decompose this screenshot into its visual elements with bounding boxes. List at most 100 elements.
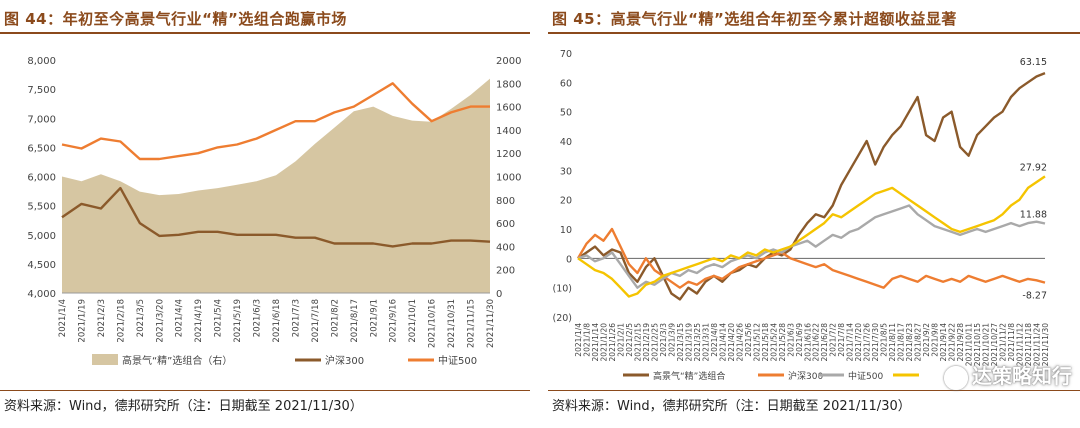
- x-tick-label: 2021/5/28: [778, 323, 787, 362]
- x-tick-label: 2021/11/15: [467, 299, 477, 348]
- legend-label: 中证500: [438, 354, 477, 367]
- x-tick-label: 2021/4/8: [710, 323, 719, 357]
- x-tick-label: 2021/11/12: [1016, 323, 1025, 366]
- x-tick-label: 2021/2/5: [625, 323, 634, 357]
- source-rule: [548, 390, 1080, 391]
- x-tick-label: 2021/10/15: [973, 323, 982, 366]
- x-tick-label: 2021/10/1: [408, 299, 418, 343]
- x-tick-label: 2021/1/26: [608, 323, 617, 362]
- end-value-label: -8.27: [1022, 291, 1047, 302]
- y-right-tick-label: 1400: [496, 126, 521, 137]
- x-tick-label: 2021/11/18: [1024, 323, 1033, 366]
- x-tick-label: 2021/9/28: [956, 323, 965, 362]
- x-tick-label: 2021/4/20: [727, 323, 736, 362]
- y-tick-label: 0: [566, 254, 572, 265]
- y-tick-label: 20: [560, 196, 572, 207]
- x-tick-label: 2021/3/9: [667, 323, 676, 357]
- x-tick-label: 2021/1/4: [574, 323, 583, 357]
- y-right-tick-label: 1000: [496, 173, 521, 184]
- end-value-label: 63.15: [1020, 57, 1047, 68]
- y-tick-label: (20): [552, 313, 572, 324]
- y-tick-label: (10): [552, 284, 572, 295]
- x-tick-label: 2021/7/3: [291, 299, 301, 337]
- y-left-tick-label: 4,500: [27, 260, 56, 271]
- x-tick-label: 2021/6/3: [253, 299, 263, 337]
- x-tick-label: 2021/6/22: [812, 323, 821, 362]
- x-tick-label: 2021/8/5: [880, 323, 889, 357]
- y-left-tick-label: 5,000: [27, 231, 56, 242]
- x-tick-label: 2021/7/26: [863, 323, 872, 362]
- y-right-tick-label: 1800: [496, 79, 521, 90]
- series-line-3: [577, 175, 1046, 298]
- x-tick-label: 2021/5/12: [752, 323, 761, 362]
- x-tick-label: 2021/3/25: [693, 323, 702, 362]
- x-tick-label: 2021/3/31: [701, 323, 710, 362]
- y-left-tick-label: 4,000: [27, 289, 56, 300]
- x-tick-label: 2021/10/31: [447, 299, 457, 348]
- figure-44-chart: 4,000 4,500 5,000 5,500 6,000 6,500 7,000 7,500…: [27, 56, 521, 367]
- y-left-tick-label: 7,000: [27, 114, 56, 125]
- y-left-tick-label: 8,000: [27, 56, 56, 67]
- title-rule: [548, 32, 1080, 34]
- y-left-tick-label: 5,500: [27, 202, 56, 213]
- y-right-tick-label: 800: [496, 196, 515, 207]
- x-tick-label: 2021/4/14: [718, 323, 727, 362]
- x-tick-label: 2021/1/4: [58, 299, 68, 337]
- x-tick-label: 2021/2/25: [650, 323, 659, 362]
- x-tick-label: 2021/5/19: [233, 299, 243, 343]
- x-tick-label: 2021/8/2: [330, 299, 340, 337]
- legend-swatch: [92, 354, 118, 365]
- x-tick-label: 2021/4/26: [735, 323, 744, 362]
- hs300-line: [61, 186, 491, 248]
- x-tick-label: 2021/11/30: [486, 299, 496, 348]
- x-tick-label: 2021/9/16: [389, 299, 399, 343]
- x-tick-label: 2021/11/8: [1007, 323, 1016, 362]
- portfolio-area: [62, 78, 490, 293]
- x-tick-label: 2021/2/19: [642, 323, 651, 362]
- legend-label: 沪深300: [788, 370, 823, 382]
- x-tick-label: 2021/11/30: [1041, 323, 1050, 366]
- y-tick-label: 30: [560, 166, 572, 177]
- figure-44-title: 图 44：年初至今高景气行业“精”选组合跑赢市场: [4, 10, 347, 28]
- x-tick-label: 2021/2/15: [633, 323, 642, 362]
- x-tick-label: 2021/7/8: [837, 323, 846, 357]
- x-tick-label: 2021/1/20: [599, 323, 608, 362]
- x-tick-label: 2021/3/15: [676, 323, 685, 362]
- x-tick-label: 2021/9/1: [369, 299, 379, 337]
- legend-label: 高景气“精”选组合（右）: [122, 354, 232, 367]
- y-right-tick-label: 600: [496, 219, 515, 230]
- series-line-2: [577, 204, 1046, 289]
- y-left-tick-label: 6,500: [27, 143, 56, 154]
- wechat-icon: [944, 365, 968, 390]
- watermark-text: 达策略知行: [972, 364, 1072, 388]
- x-tick-label: 2021/8/27: [914, 323, 923, 362]
- legend-label: 中证500: [848, 370, 883, 382]
- figure-45-title: 图 45：高景气行业“精”选组合年初至今累计超额收益显著: [552, 10, 957, 28]
- source-note: 资料来源：Wind，德邦研究所（注：日期截至 2021/11/30）: [552, 399, 911, 414]
- x-tick-label: 2021/10/21: [982, 323, 991, 366]
- y-tick-label: 60: [560, 78, 572, 89]
- x-tick-label: 2021/5/24: [769, 323, 778, 362]
- y-tick-label: 10: [560, 225, 572, 236]
- x-tick-label: 2021/10/27: [990, 323, 999, 366]
- legend-label: 沪深300: [325, 354, 364, 367]
- y-tick-label: 70: [560, 49, 572, 60]
- x-tick-label: 2021/11/2: [999, 323, 1008, 362]
- x-tick-label: 2021/8/11: [888, 323, 897, 362]
- x-tick-label: 2021/2/18: [116, 299, 126, 343]
- y-right-tick-label: 2000: [496, 56, 521, 67]
- series-line-1: [576, 227, 1046, 289]
- y-tick-label: 40: [560, 137, 572, 148]
- x-tick-label: 2021/6/18: [272, 299, 282, 343]
- x-tick-label: 2021/4/19: [194, 299, 204, 343]
- legend-label: 高景气“精”选组合: [653, 370, 725, 382]
- x-tick-label: 2021/3/19: [684, 323, 693, 362]
- end-value-label: 11.88: [1020, 209, 1047, 220]
- y-right-tick-label: 0: [496, 289, 502, 300]
- y-right-tick-label: 200: [496, 266, 515, 277]
- x-tick-label: 2021/6/16: [803, 323, 812, 362]
- zz500-line: [61, 82, 490, 161]
- x-tick-label: 2021/5/6: [744, 323, 753, 357]
- x-tick-label: 2021/7/14: [846, 323, 855, 362]
- watermark: 达策略知行: [944, 360, 1072, 390]
